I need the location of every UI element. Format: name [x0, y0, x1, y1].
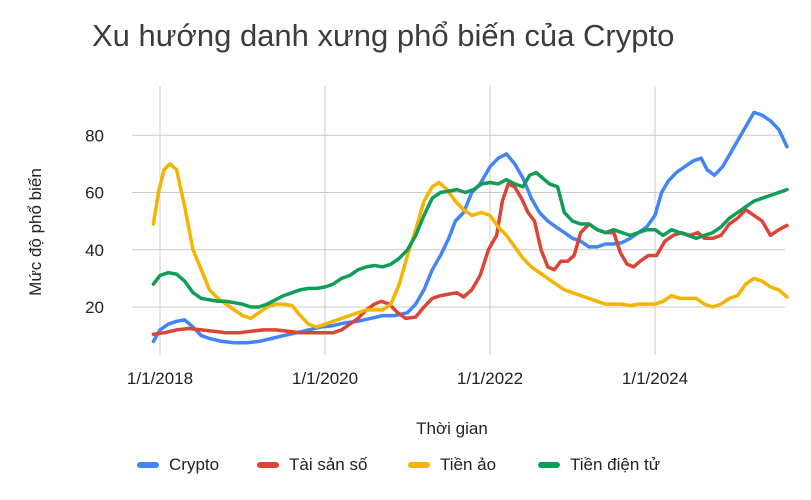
legend-swatch: [408, 462, 430, 468]
legend-label: Tài sản số: [289, 455, 368, 474]
y-tick-label: 80: [85, 126, 104, 145]
legend-item[interactable]: Tiền ảo: [408, 452, 496, 478]
legend-swatch: [538, 462, 560, 468]
legend-item[interactable]: Tài sản số: [257, 452, 367, 478]
series-line: [151, 110, 789, 345]
series-lines: [151, 110, 789, 345]
legend-item[interactable]: Crypto: [137, 452, 219, 478]
legend-item[interactable]: Tiền điện tử: [538, 452, 660, 478]
legend-label: Tiền điện tử: [570, 455, 661, 474]
y-tick-label: 20: [85, 298, 104, 317]
legend: Crypto Tài sản số Tiền ảo Tiền điện tử: [0, 452, 811, 478]
grid: [132, 86, 785, 355]
series-line: [151, 170, 789, 309]
series-line: [151, 162, 789, 329]
legend-label: Crypto: [169, 455, 220, 474]
legend-swatch: [137, 462, 159, 468]
x-tick-label: 1/1/2024: [622, 369, 688, 388]
y-tick-label: 40: [85, 241, 104, 260]
x-tick-label: 1/1/2020: [292, 369, 358, 388]
x-tick-label: 1/1/2018: [127, 369, 193, 388]
legend-label: Tiền ảo: [440, 455, 497, 474]
y-tick-label: 60: [85, 184, 104, 203]
legend-swatch: [257, 462, 279, 468]
y-axis-title: Mức độ phổ biến: [26, 168, 45, 296]
series-line: [151, 182, 789, 336]
x-axis-title: Thời gian: [416, 419, 488, 438]
axis-ticks: 20 40 60 80 1/1/2018 1/1/2020 1/1/2022 1/1/2024: [85, 126, 688, 388]
chart-title: Xu hướng danh xưng phổ biến của Crypto: [92, 18, 675, 53]
x-tick-label: 1/1/2022: [457, 369, 523, 388]
